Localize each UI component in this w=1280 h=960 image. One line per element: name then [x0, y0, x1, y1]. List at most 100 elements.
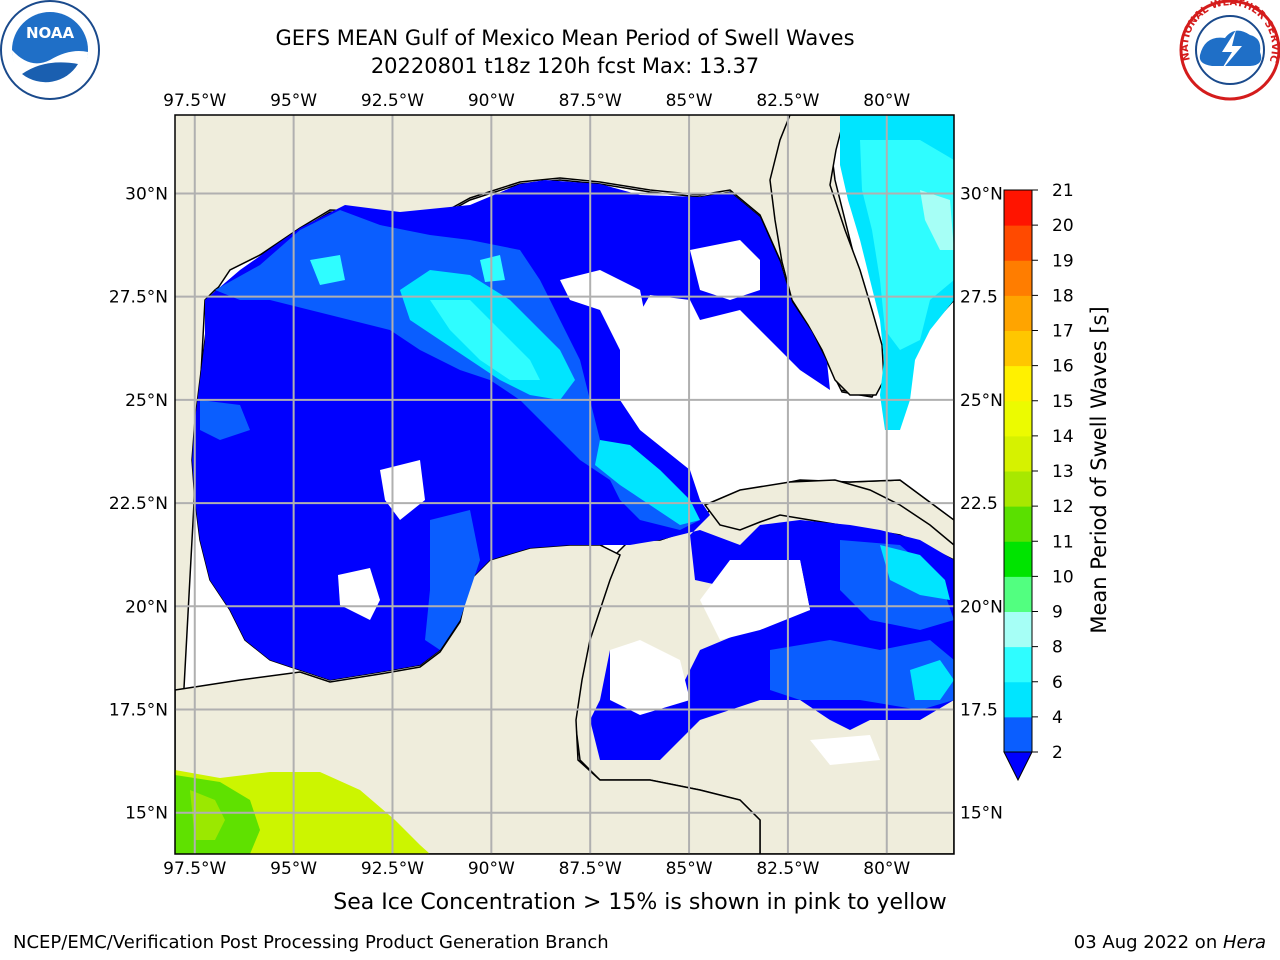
colorbar-segment-9: [1004, 400, 1032, 437]
lon-tick-bottom-1: 95°W: [270, 859, 317, 879]
colorbar-tick-0: 2: [1052, 743, 1063, 763]
lat-tick-right-6: 15°N: [960, 804, 1003, 824]
lat-tick-left-1: 27.5°N: [109, 288, 168, 308]
colorbar-tick-15: 20: [1052, 216, 1074, 236]
colorbar-tick-2: 6: [1052, 673, 1063, 693]
colorbar-segment-4: [1004, 576, 1032, 612]
swell-contour-16: [910, 660, 954, 700]
footer-date: 03 Aug 2022 on Hera: [1074, 932, 1266, 953]
lon-ticks-top: 97.5°W 95°W 92.5°W 90°W 87.5°W 85°W 82.5°W 80°W: [163, 91, 910, 111]
swell-contour-6: [610, 640, 690, 715]
colorbar-tick-7: 12: [1052, 497, 1074, 517]
lon-tick-top-4: 87.5°W: [559, 91, 622, 111]
colorbar-segment-3: [1004, 611, 1032, 648]
colorbar-segment-7: [1004, 471, 1032, 507]
nws-logo-text: NATIONAL WEATHER SERVICE: [0, 0, 1280, 64]
lon-tick-bottom-4: 87.5°W: [559, 859, 622, 879]
swell-contour-2: [690, 240, 760, 300]
colorbar-tick-4: 9: [1052, 603, 1063, 623]
swell-contour-7: [810, 735, 880, 765]
colorbar-tick-16: 21: [1052, 181, 1074, 201]
lon-tick-top-1: 95°W: [270, 91, 317, 111]
graticule: [175, 115, 954, 854]
lat-ticks-right: 30°N 27.5 25°N 22.5 20°N 17.5 15°N: [960, 184, 1003, 823]
swell-contour-15: [880, 545, 950, 600]
lat-tick-right-5: 17.5: [960, 701, 998, 721]
lat-tick-left-5: 17.5°N: [109, 701, 168, 721]
colorbar-tick-9: 14: [1052, 427, 1074, 447]
sea-ice-note: Sea Ice Concentration > 15% is shown in …: [333, 890, 947, 915]
swell-contour-1: [560, 270, 690, 470]
colorbar-segment-6: [1004, 506, 1032, 542]
lat-tick-right-4: 20°N: [960, 597, 1003, 617]
colorbar-tick-13: 18: [1052, 286, 1074, 306]
swell-contour-5: [700, 560, 810, 640]
noaa-logo-text: NOAA: [26, 24, 75, 42]
footer-credit: NCEP/EMC/Verification Post Processing Pr…: [13, 932, 609, 953]
colorbar-segment-11: [1004, 330, 1032, 367]
lat-tick-left-2: 25°N: [125, 391, 168, 411]
colorbar-segment-2: [1004, 646, 1032, 683]
lon-tick-top-7: 80°W: [863, 91, 910, 111]
colorbar-segment-5: [1004, 541, 1032, 577]
noaa-logo: NOAA: [0, 0, 100, 100]
lat-tick-left-0: 30°N: [125, 184, 168, 204]
colorbar-tick-8: 13: [1052, 462, 1074, 482]
lon-ticks-bottom: 97.5°W 95°W 92.5°W 90°W 87.5°W 85°W 82.5°W 80°W: [163, 859, 910, 879]
colorbar-segment-14: [1004, 225, 1032, 261]
swell-contour-20: [430, 300, 540, 380]
colorbar: 2 4 6 8 9 10 11 12 13 14 15 16 17 18 19 20 21: [1003, 181, 1074, 782]
colorbar-tick-1: 4: [1052, 708, 1063, 728]
lon-tick-top-3: 90°W: [468, 91, 515, 111]
lon-tick-bottom-7: 80°W: [863, 859, 910, 879]
swell-contour-10: [425, 510, 480, 650]
swell-contour-9: [200, 400, 250, 440]
nws-logo: NATIONAL WEATHER SERVICE: [0, 0, 1280, 101]
lon-tick-bottom-5: 85°W: [666, 859, 713, 879]
colorbar-segment-12: [1004, 295, 1032, 331]
colorbar-tick-5: 10: [1052, 567, 1074, 587]
swell-contour-4: [380, 460, 425, 520]
colorbar-tick-11: 16: [1052, 357, 1074, 377]
colorbar-under-arrow: [1003, 751, 1033, 782]
lat-ticks-left: 30°N 27.5°N 25°N 22.5°N 20°N 17.5°N 15°N: [109, 184, 168, 823]
colorbar-label: Mean Period of Swell Waves [s]: [1087, 306, 1111, 633]
footer-machine: Hera: [1222, 932, 1266, 953]
lat-tick-right-0: 30°N: [960, 184, 1003, 204]
swell-contour-21: [310, 255, 345, 285]
colorbar-segment-8: [1004, 435, 1032, 472]
map-subtitle: 20220801 t18z 120h fcst Max: 13.37: [370, 54, 760, 78]
lat-tick-right-2: 25°N: [960, 391, 1003, 411]
lon-tick-top-2: 92.5°W: [361, 91, 424, 111]
colorbar-segment-0: [1004, 716, 1032, 753]
colorbar-segment-1: [1004, 681, 1032, 718]
colorbar-segment-15: [1004, 190, 1032, 226]
swell-contour-11: [840, 540, 954, 630]
swell-contour-19: [920, 190, 954, 250]
colorbar-tick-14: 19: [1052, 251, 1074, 271]
lat-tick-left-6: 15°N: [125, 804, 168, 824]
colorbar-tick-6: 11: [1052, 532, 1074, 552]
colorbar-tick-12: 17: [1052, 322, 1074, 342]
lat-tick-right-1: 27.5: [960, 288, 998, 308]
colorbar-segment-13: [1004, 260, 1032, 296]
map-title: GEFS MEAN Gulf of Mexico Mean Period of …: [275, 26, 855, 50]
lat-tick-right-3: 22.5: [960, 494, 998, 514]
colorbar-tick-10: 15: [1052, 392, 1074, 412]
lon-tick-bottom-3: 90°W: [468, 859, 515, 879]
colorbar-segment-10: [1004, 365, 1032, 402]
lon-tick-top-5: 85°W: [666, 91, 713, 111]
lon-tick-bottom-2: 92.5°W: [361, 859, 424, 879]
lon-tick-bottom-6: 82.5°W: [756, 859, 819, 879]
lon-tick-top-6: 82.5°W: [756, 91, 819, 111]
lat-tick-left-3: 22.5°N: [109, 494, 168, 514]
swell-contour-12: [770, 640, 954, 710]
map-frame: [174, 114, 955, 855]
colorbar-tick-3: 8: [1052, 638, 1063, 658]
swell-contour-22: [480, 255, 505, 282]
footer-date-text: 03 Aug 2022 on: [1073, 932, 1223, 953]
lat-tick-left-4: 20°N: [125, 597, 168, 617]
lon-tick-bottom-0: 97.5°W: [163, 859, 226, 879]
swell-contour-8: [215, 210, 700, 530]
